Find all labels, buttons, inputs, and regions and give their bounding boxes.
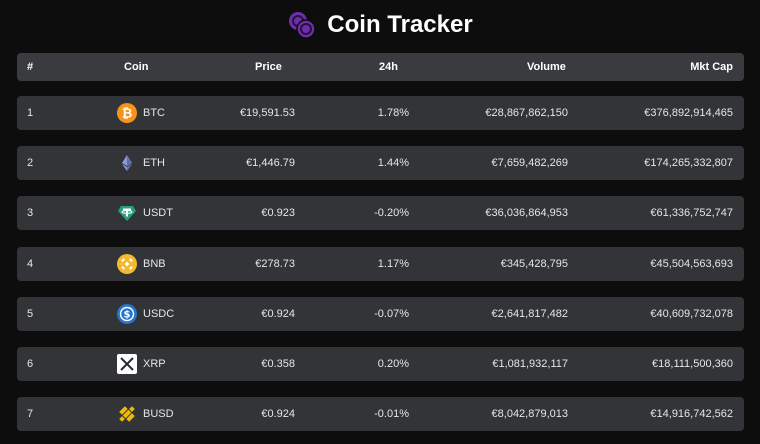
table-row[interactable]: 6 XRP €0.358 0.20% €1,081,932,117 €18,11…	[17, 347, 744, 381]
table-row[interactable]: 7 BUSD €0.924 -0.01% €8,042,879,013 €14,…	[17, 397, 744, 432]
bitcoin-icon: ₿	[117, 103, 137, 123]
rank-cell: 2	[27, 157, 34, 170]
change-24h-cell: -0.07%	[374, 307, 409, 320]
mkt-cap-cell: €376,892,914,465	[644, 107, 733, 119]
coin-symbol: BNB	[143, 257, 166, 270]
mkt-cap-cell: €61,336,752,747	[650, 207, 733, 220]
volume-cell: €8,042,879,013	[491, 408, 568, 421]
coin-cell: BNB	[117, 247, 166, 281]
rank-cell: 3	[27, 207, 34, 220]
tether-icon	[117, 203, 137, 223]
coin-symbol: BTC	[143, 107, 165, 119]
mkt-cap-cell: €174,265,332,807	[644, 157, 733, 170]
rank-cell: 5	[27, 307, 34, 320]
mkt-cap-cell: €40,609,732,078	[650, 307, 733, 320]
volume-cell: €28,867,862,150	[485, 107, 568, 119]
rank-cell: 7	[27, 408, 34, 421]
table-row[interactable]: 3 USDT €0.923 -0.20% €36,036,864,953 €61…	[17, 196, 744, 231]
usdc-icon: $	[117, 303, 137, 324]
price-cell: €1,446.79	[246, 157, 295, 170]
coins-logo-icon	[289, 12, 317, 39]
ethereum-icon	[117, 153, 137, 173]
table-row[interactable]: 2 ETH €1,446.79 1.44% €7,659,482,269 €17…	[17, 146, 744, 181]
bnb-icon	[117, 253, 137, 274]
xrp-icon	[117, 354, 137, 374]
svg-text:₿: ₿	[122, 107, 133, 122]
change-24h-cell: -0.01%	[374, 408, 409, 421]
rank-cell: 6	[27, 358, 34, 370]
coin-cell: $ USDC	[117, 297, 174, 331]
busd-icon	[117, 404, 137, 424]
change-24h-cell: 1.44%	[377, 157, 409, 170]
coin-symbol: BUSD	[143, 408, 174, 421]
price-cell: €0.924	[261, 307, 295, 320]
coin-symbol: USDC	[143, 307, 175, 320]
coin-symbol: ETH	[143, 157, 165, 170]
mkt-cap-cell: €14,916,742,562	[650, 408, 733, 421]
coin-symbol: XRP	[143, 358, 166, 370]
coin-symbol: USDT	[143, 207, 173, 220]
volume-cell: €1,081,932,117	[492, 358, 568, 370]
price-cell: €19,591.53	[239, 107, 295, 119]
column-mkt-cap[interactable]: Mkt Cap	[690, 61, 733, 73]
mkt-cap-cell: €18,111,500,360	[652, 358, 733, 370]
rank-cell: 4	[27, 257, 34, 270]
coin-cell: USDT	[117, 196, 173, 230]
column-coin[interactable]: Coin	[124, 61, 149, 73]
coin-cell: XRP	[117, 347, 166, 381]
column-rank[interactable]: #	[27, 61, 34, 73]
change-24h-cell: 1.17%	[377, 257, 409, 270]
volume-cell: €36,036,864,953	[485, 207, 568, 220]
table-header: # Coin Price 24h Volume Mkt Cap	[17, 53, 744, 81]
price-cell: €0.924	[261, 408, 295, 421]
volume-cell: €2,641,817,482	[491, 307, 568, 320]
change-24h-cell: -0.20%	[374, 207, 409, 220]
coin-cell: BUSD	[117, 397, 174, 431]
price-cell: €0.358	[261, 358, 295, 370]
change-24h-cell: 0.20%	[377, 358, 409, 370]
volume-cell: €345,428,795	[500, 257, 568, 270]
coin-cell: ETH	[117, 146, 165, 180]
app-header: Coin Tracker	[0, 0, 760, 50]
column-24h[interactable]: 24h	[379, 61, 398, 73]
mkt-cap-cell: €45,504,563,693	[650, 257, 733, 270]
price-cell: €0.923	[261, 207, 295, 220]
column-price[interactable]: Price	[255, 61, 282, 73]
coin-cell: ₿ BTC	[117, 96, 165, 130]
table-row[interactable]: 4 BNB €278.73 1.17% €345,428,795 €45,504…	[17, 246, 744, 281]
table-row[interactable]: 1 ₿ BTC €19,591.53 1.78% €28,867,862,150…	[17, 96, 744, 130]
table-row[interactable]: 5 $ USDC €0.924 -0.07% €2,641,817,482 €4…	[17, 296, 744, 331]
svg-text:$: $	[124, 309, 131, 320]
rank-cell: 1	[27, 107, 34, 119]
volume-cell: €7,659,482,269	[491, 157, 568, 170]
change-24h-cell: 1.78%	[377, 107, 409, 119]
column-volume[interactable]: Volume	[527, 61, 566, 73]
price-cell: €278.73	[255, 257, 295, 270]
page-title: Coin Tracker	[327, 11, 473, 38]
